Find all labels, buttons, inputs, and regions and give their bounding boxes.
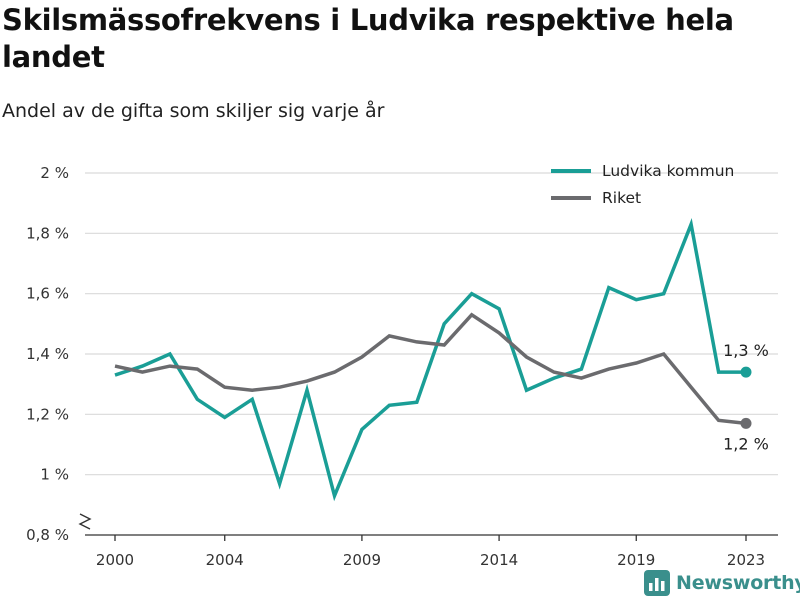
series-line-riket xyxy=(114,312,747,426)
x-axis: 2000 2004 2009 2014 2019 2023 xyxy=(85,534,778,569)
legend-label: Riket xyxy=(602,189,641,207)
logo-text: Newsworthy xyxy=(676,572,800,594)
x-tick-label: 2014 xyxy=(480,551,518,569)
legend-label: Ludvika kommun xyxy=(602,162,734,180)
end-value-label: 1,2 % xyxy=(723,434,769,453)
x-tick-label: 2000 xyxy=(96,551,134,569)
axis-break-icon xyxy=(78,513,92,530)
chart-subtitle: Andel av de gifta som skiljer sig varje … xyxy=(2,100,385,122)
x-tick-label: 2023 xyxy=(727,551,765,569)
grid-lines xyxy=(85,172,778,476)
legend: Ludvika kommun Riket xyxy=(551,162,734,207)
y-tick-label: 1,2 % xyxy=(26,405,69,423)
x-tick-label: 2019 xyxy=(617,551,655,569)
end-point-marker xyxy=(740,417,752,429)
y-tick-label: 2 % xyxy=(40,164,69,182)
y-tick-label: 1,6 % xyxy=(26,285,69,303)
chart-title: Skilsmässofrekvens i Ludvika respektive … xyxy=(2,3,734,74)
x-tick-label: 2009 xyxy=(343,551,381,569)
y-tick-label: 1 % xyxy=(40,466,69,484)
y-tick-label: 0,8 % xyxy=(26,526,69,544)
y-axis: 0,8 % 1 % 1,2 % 1,4 % 1,6 % 1,8 % 2 % xyxy=(26,164,92,544)
end-value-label: 1,3 % xyxy=(723,341,769,360)
x-tick-label: 2004 xyxy=(206,551,244,569)
bar-chart-icon xyxy=(644,570,670,596)
y-tick-label: 1,8 % xyxy=(26,224,69,242)
series-line-ludvika xyxy=(114,217,746,502)
y-tick-label: 1,4 % xyxy=(26,345,69,363)
series-lines: 1,3 % 1,2 % xyxy=(114,217,769,502)
newsworthy-logo: Newsworthy xyxy=(644,568,800,598)
end-point-marker xyxy=(740,366,752,378)
